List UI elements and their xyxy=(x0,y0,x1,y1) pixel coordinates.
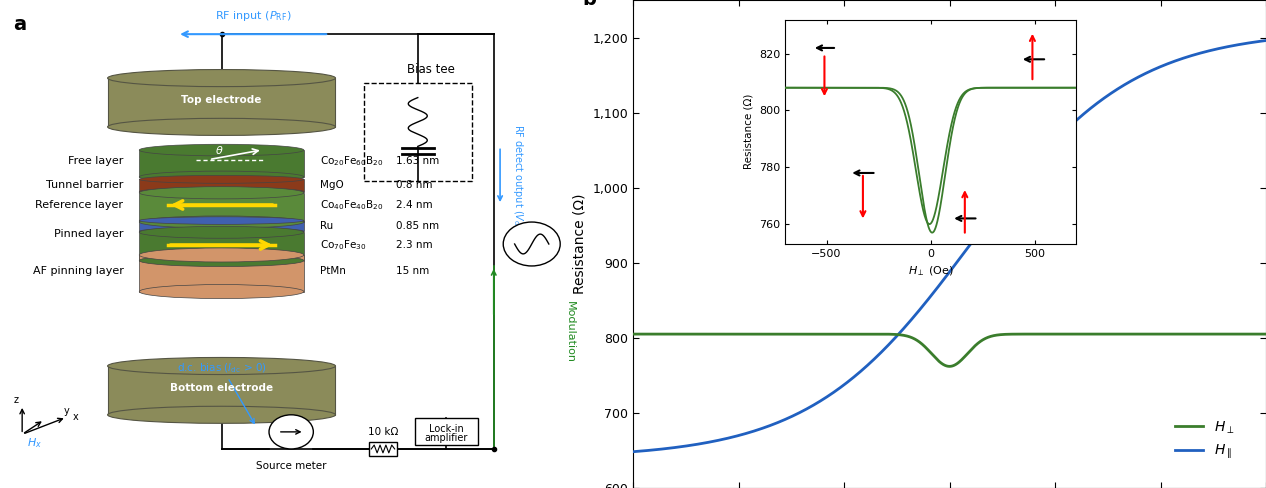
Text: 15 nm: 15 nm xyxy=(395,266,429,276)
Bar xyxy=(139,221,304,231)
Ellipse shape xyxy=(139,226,304,238)
Bar xyxy=(139,179,304,191)
Legend: $H_{\perp}$, $H_{\parallel}$: $H_{\perp}$, $H_{\parallel}$ xyxy=(1170,414,1241,467)
Ellipse shape xyxy=(108,406,335,423)
Text: Modulation: Modulation xyxy=(565,301,575,363)
Text: 1.63 nm: 1.63 nm xyxy=(395,156,439,166)
Text: RF detect output ($V_{\rm dc}$): RF detect output ($V_{\rm dc}$) xyxy=(511,124,525,232)
Text: PtMn: PtMn xyxy=(319,266,346,276)
Ellipse shape xyxy=(139,217,304,224)
Bar xyxy=(415,418,477,445)
Text: b: b xyxy=(582,0,596,9)
Bar xyxy=(365,83,471,181)
Ellipse shape xyxy=(139,248,304,262)
Ellipse shape xyxy=(139,216,304,228)
Bar xyxy=(368,442,398,456)
Text: 0.8 nm: 0.8 nm xyxy=(395,181,432,190)
Text: y: y xyxy=(63,406,70,416)
Text: amplifier: amplifier xyxy=(424,433,468,443)
Ellipse shape xyxy=(139,285,304,299)
Text: Reference layer: Reference layer xyxy=(35,200,123,210)
Text: Bottom electrode: Bottom electrode xyxy=(170,383,273,393)
Text: Co$_{40}$Fe$_{40}$B$_{20}$: Co$_{40}$Fe$_{40}$B$_{20}$ xyxy=(319,198,382,212)
Ellipse shape xyxy=(108,69,335,87)
Ellipse shape xyxy=(139,227,304,235)
Ellipse shape xyxy=(139,187,304,196)
Bar xyxy=(108,366,335,415)
Text: d.c. bias ($I_{\rm dc}$ > 0): d.c. bias ($I_{\rm dc}$ > 0) xyxy=(177,361,267,423)
Text: x: x xyxy=(73,412,78,422)
Text: 2.3 nm: 2.3 nm xyxy=(395,240,432,250)
Ellipse shape xyxy=(139,171,304,183)
Text: Free layer: Free layer xyxy=(68,156,123,166)
Text: z: z xyxy=(14,395,19,405)
Ellipse shape xyxy=(139,175,304,183)
Ellipse shape xyxy=(139,255,304,266)
Text: Co$_{70}$Fe$_{30}$: Co$_{70}$Fe$_{30}$ xyxy=(319,238,366,252)
Text: Ru: Ru xyxy=(319,221,333,231)
Ellipse shape xyxy=(108,118,335,135)
Text: $H_x$: $H_x$ xyxy=(28,437,42,450)
Text: Top electrode: Top electrode xyxy=(181,95,262,105)
Text: MgO: MgO xyxy=(319,181,343,190)
Ellipse shape xyxy=(139,186,304,199)
Text: $\theta$: $\theta$ xyxy=(215,144,224,156)
Ellipse shape xyxy=(108,357,335,375)
Y-axis label: Resistance (Ω): Resistance (Ω) xyxy=(572,194,586,294)
Text: Source meter: Source meter xyxy=(256,461,327,471)
Bar xyxy=(139,150,304,177)
Text: 0.85 nm: 0.85 nm xyxy=(395,221,439,231)
Text: 10 kΩ: 10 kΩ xyxy=(368,427,398,437)
Bar xyxy=(108,78,335,127)
Text: Lock-in: Lock-in xyxy=(429,425,463,434)
Bar xyxy=(139,232,304,261)
Bar xyxy=(139,193,304,222)
Text: 2.4 nm: 2.4 nm xyxy=(395,200,432,210)
Text: Tunnel barrier: Tunnel barrier xyxy=(46,181,123,190)
Text: Pinned layer: Pinned layer xyxy=(54,229,123,239)
Text: Bias tee: Bias tee xyxy=(406,62,454,76)
Ellipse shape xyxy=(139,144,304,156)
Text: AF pinning layer: AF pinning layer xyxy=(33,266,123,276)
Circle shape xyxy=(268,415,314,449)
Text: Co$_{20}$Fe$_{60}$B$_{20}$: Co$_{20}$Fe$_{60}$B$_{20}$ xyxy=(319,154,382,168)
Circle shape xyxy=(504,222,560,266)
Text: RF input ($P_{\rm RF}$): RF input ($P_{\rm RF}$) xyxy=(215,9,291,23)
Bar xyxy=(139,255,304,291)
Text: a: a xyxy=(13,15,25,34)
